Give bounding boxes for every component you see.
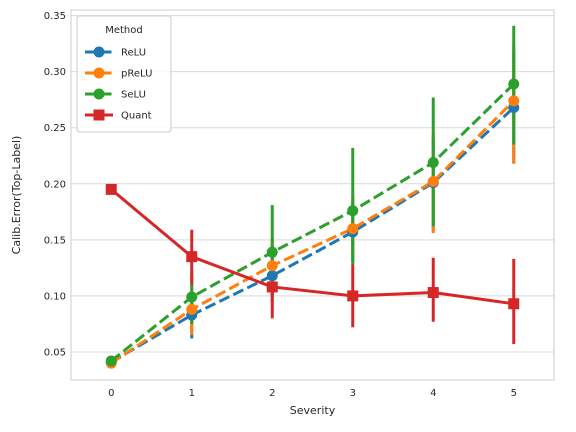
- series-markers: [105, 78, 520, 369]
- data-point: [427, 287, 439, 299]
- data-point: [347, 205, 359, 217]
- legend-box: [76, 15, 172, 133]
- data-point: [427, 156, 439, 168]
- y-tick-label: 0.35: [44, 11, 66, 22]
- legend-label: Quant: [121, 111, 152, 122]
- y-tick-label: 0.20: [44, 179, 66, 190]
- y-tick-labels: 0.05 0.10 0.15 0.20 0.25 0.30 0.35: [44, 11, 66, 358]
- legend-marker: [93, 88, 105, 100]
- x-tick-label: 2: [269, 388, 275, 399]
- y-tick-label: 0.25: [44, 123, 66, 134]
- data-point: [266, 260, 278, 272]
- x-tick-labels: 0 1 2 3 4 5: [108, 388, 517, 399]
- x-tick-label: 5: [511, 388, 517, 399]
- legend-marker: [93, 67, 105, 79]
- series-line: [110, 188, 514, 306]
- grid: [71, 15, 554, 353]
- data-point: [186, 303, 198, 315]
- data-point: [347, 223, 359, 235]
- y-axis-label: Calib.Error(Top-Label): [10, 136, 23, 255]
- legend-title: Method: [105, 25, 143, 36]
- legend-label: SeLU: [121, 90, 146, 101]
- data-point: [105, 183, 117, 195]
- y-tick-label: 0.15: [44, 235, 66, 246]
- series-line: [110, 99, 515, 365]
- series-lines: [110, 82, 515, 365]
- data-point: [105, 355, 117, 367]
- legend: Method ReLU pReLU SeLU Quant: [76, 15, 172, 133]
- series-line: [110, 106, 515, 364]
- y-tick-label: 0.05: [44, 347, 66, 358]
- legend-label: pReLU: [121, 69, 152, 80]
- x-tick-label: 0: [108, 388, 114, 399]
- x-tick-label: 3: [350, 388, 356, 399]
- data-point: [186, 291, 198, 303]
- y-tick-label: 0.30: [44, 67, 66, 78]
- series-line: [110, 82, 515, 363]
- data-point: [508, 298, 520, 310]
- data-point: [266, 246, 278, 258]
- x-tick-label: 1: [189, 388, 195, 399]
- plot-frame: [70, 9, 555, 381]
- data-point: [508, 78, 520, 90]
- legend-label: ReLU: [121, 48, 146, 59]
- data-point: [347, 290, 359, 302]
- data-point: [266, 270, 278, 282]
- data-point: [186, 251, 198, 263]
- data-point: [427, 176, 439, 188]
- data-point: [266, 281, 278, 293]
- data-point: [508, 95, 520, 107]
- x-axis-label: Severity: [290, 404, 336, 417]
- legend-marker: [93, 109, 105, 121]
- legend-marker: [93, 46, 105, 58]
- y-tick-label: 0.10: [44, 291, 66, 302]
- x-tick-label: 4: [430, 388, 436, 399]
